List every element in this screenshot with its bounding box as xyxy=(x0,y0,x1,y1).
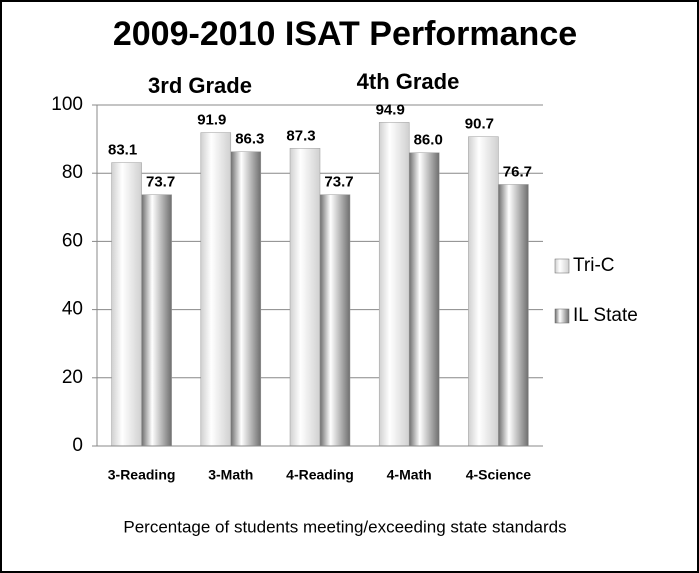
value-label: 94.9 xyxy=(376,101,405,118)
y-tick-label: 40 xyxy=(62,299,83,320)
legend-label: Tri-C xyxy=(573,255,615,276)
annotation: 4th Grade xyxy=(357,69,460,94)
value-label: 87.3 xyxy=(286,127,315,144)
x-tick-label: 3-Reading xyxy=(108,467,176,483)
legend-swatch xyxy=(554,258,570,274)
x-tick-label: 4-Science xyxy=(466,467,532,483)
value-label: 76.7 xyxy=(503,163,532,180)
bar xyxy=(200,132,232,447)
value-label: 86.3 xyxy=(235,131,264,148)
x-tick-label: 3-Math xyxy=(208,467,253,483)
y-tick-label: 60 xyxy=(62,230,83,251)
legend-swatch xyxy=(554,308,570,324)
value-label: 73.7 xyxy=(324,174,353,191)
value-label: 73.7 xyxy=(146,174,175,191)
value-label: 90.7 xyxy=(465,116,494,133)
y-tick-label: 0 xyxy=(72,435,83,456)
y-tick-label: 20 xyxy=(62,367,83,388)
bar xyxy=(378,122,410,447)
x-tick-label: 4-Reading xyxy=(286,467,354,483)
bar xyxy=(319,194,351,447)
bar xyxy=(468,136,499,447)
bar xyxy=(498,184,529,447)
bar xyxy=(141,194,172,447)
bar xyxy=(111,162,142,447)
bar xyxy=(289,148,321,447)
chart-title: 2009-2010 ISAT Performance xyxy=(113,15,577,53)
bar xyxy=(230,151,262,447)
y-tick-label: 80 xyxy=(62,162,83,183)
value-label: 86.0 xyxy=(414,132,443,149)
bar xyxy=(408,152,440,447)
x-tick-label: 4-Math xyxy=(387,467,432,483)
value-label: 83.1 xyxy=(108,142,137,159)
y-tick-label: 100 xyxy=(51,94,83,115)
annotation: 3rd Grade xyxy=(148,73,252,98)
legend-label: IL State xyxy=(573,305,638,326)
x-axis-label: Percentage of students meeting/exceeding… xyxy=(123,517,566,536)
value-label: 91.9 xyxy=(197,112,226,129)
